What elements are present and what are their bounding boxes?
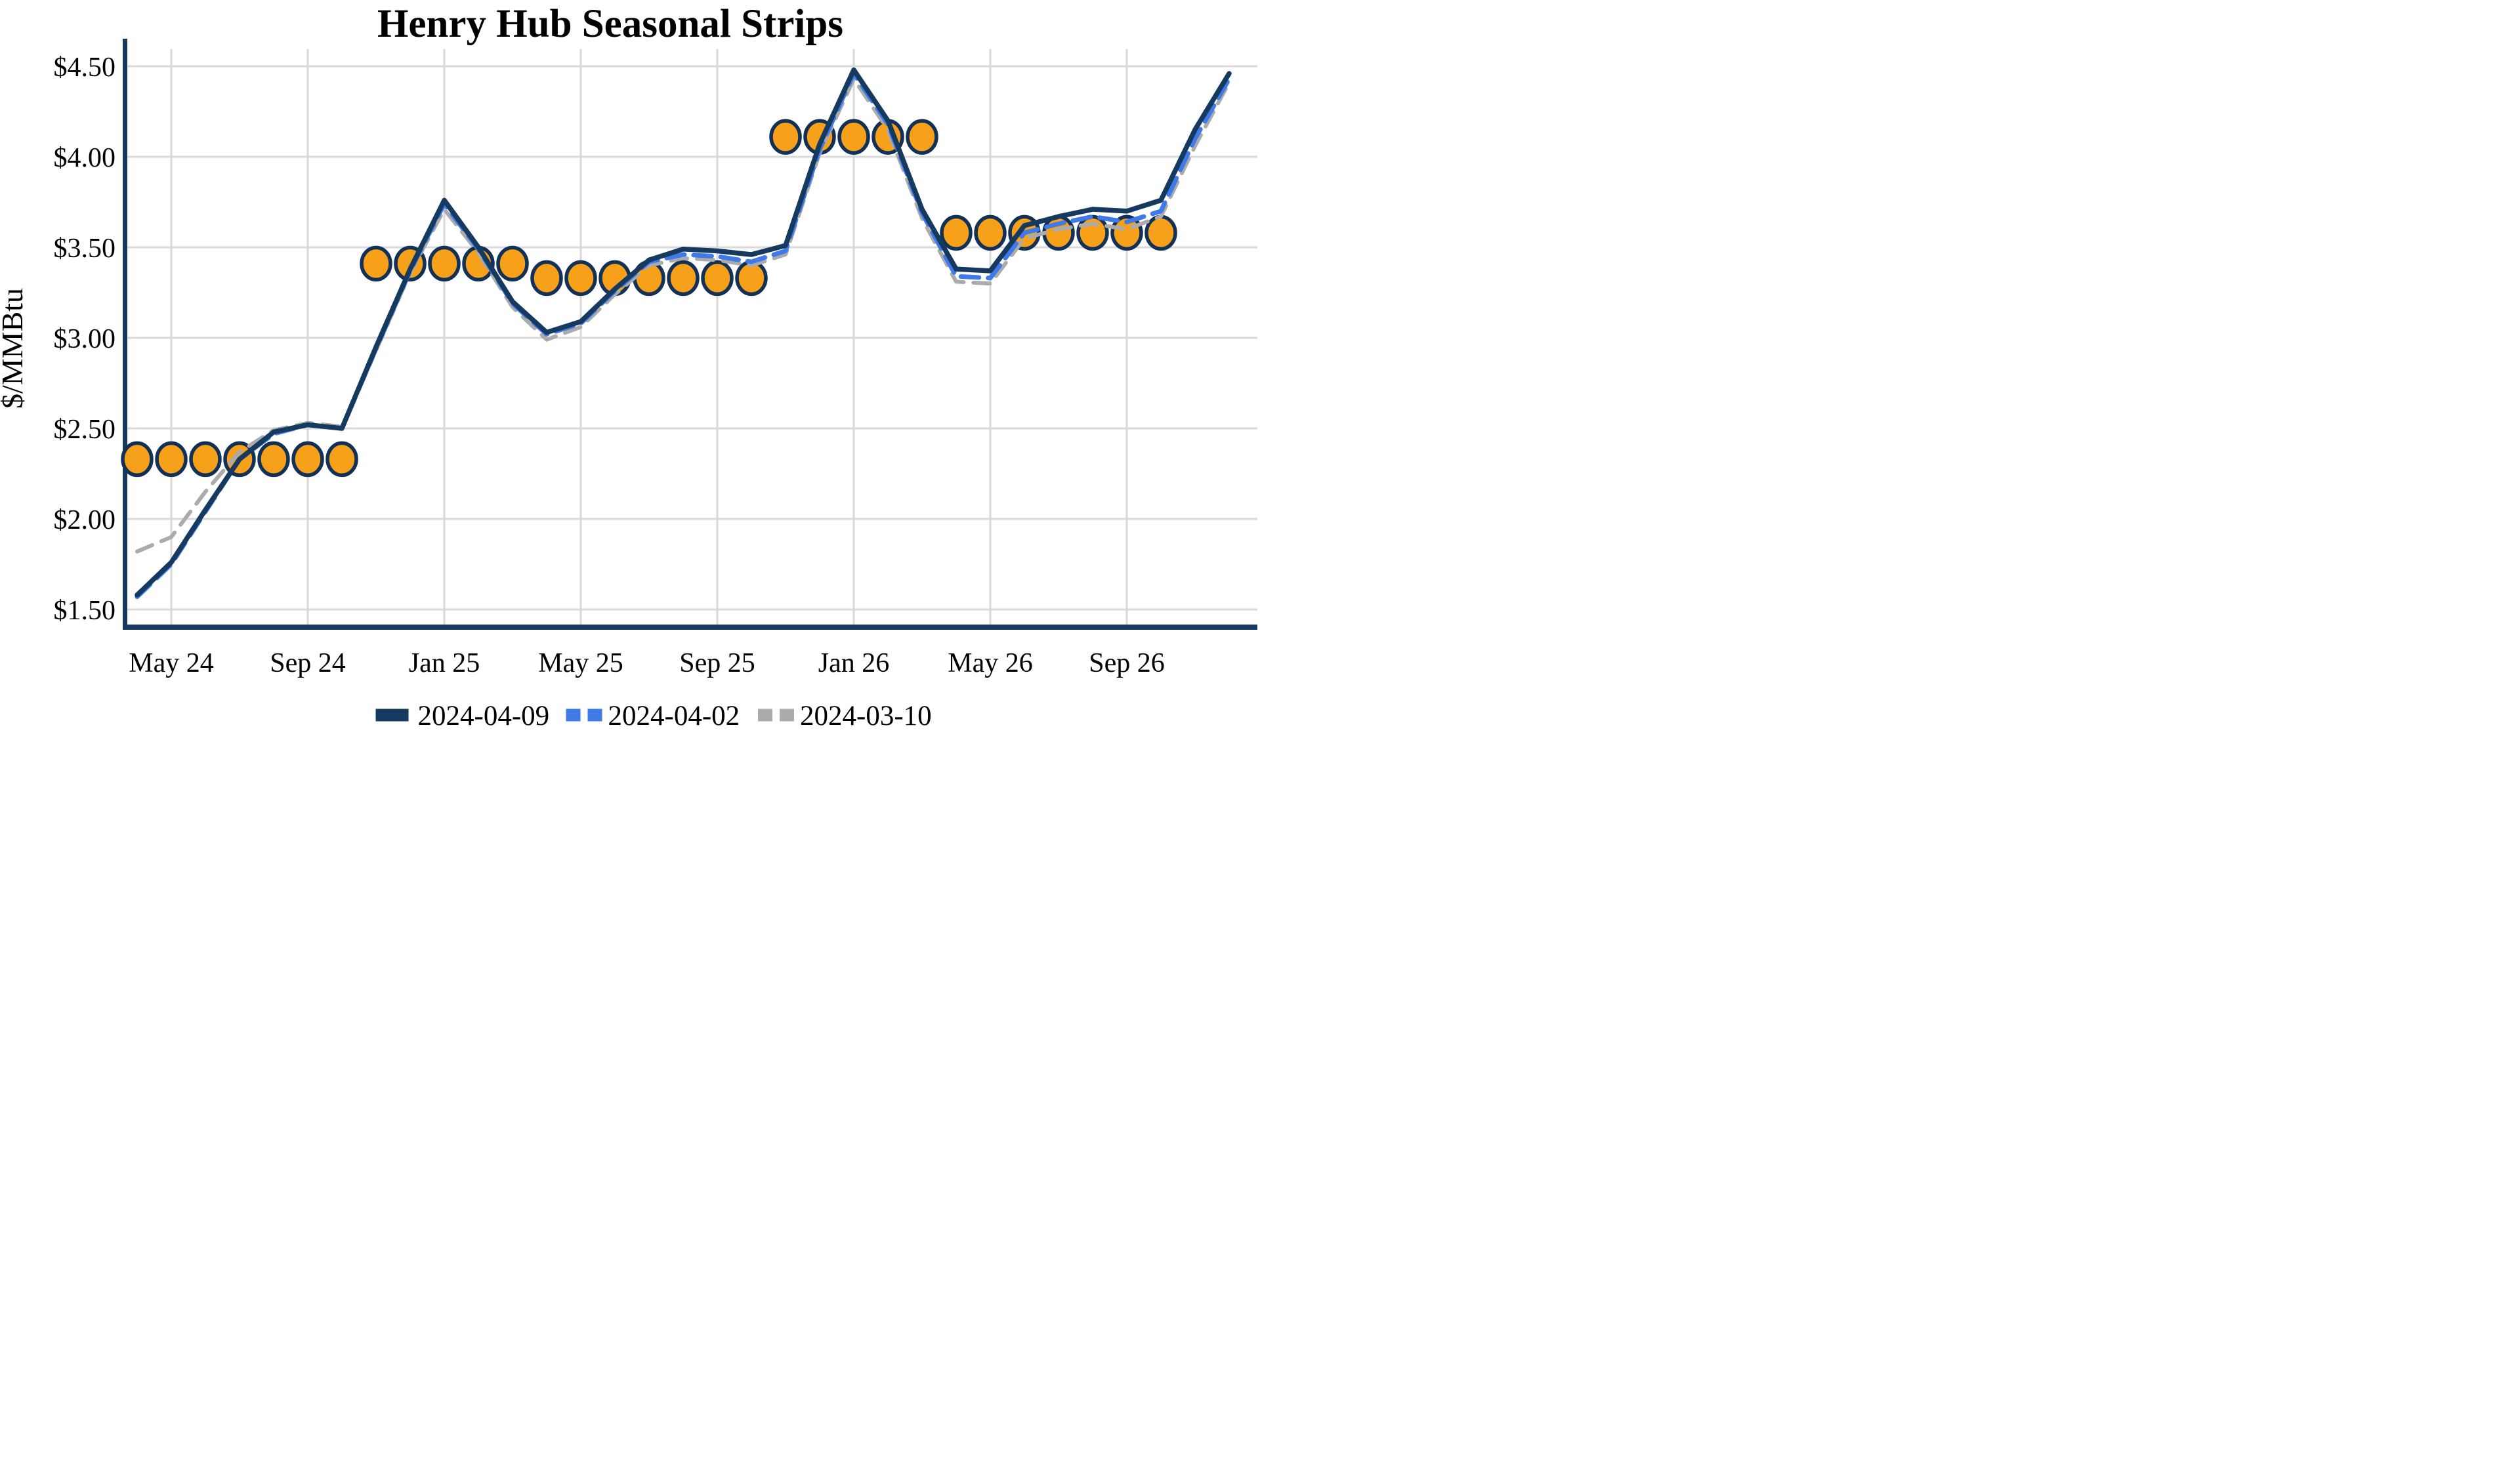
y-tick-label: $1.50 [54,596,116,626]
horizontal-gridlines [125,65,1257,611]
strip-marker [189,441,222,478]
y-tick-label: $4.50 [54,52,116,83]
x-tick-label: May 26 [948,648,1033,678]
strip-marker [564,260,597,297]
seasonal-strip-markers [121,119,1177,478]
strip-marker [121,441,154,478]
chart-title: Henry Hub Seasonal Strips [377,2,843,46]
axes [123,39,1257,630]
legend-item: 2024-04-02 [566,701,740,731]
x-tick-label: Sep 24 [270,648,346,678]
series-line-2024-04-09 [135,67,1232,598]
legend-swatch-dash [587,709,602,722]
x-tick-label: Jan 26 [818,648,890,678]
x-tick-label: May 24 [129,648,214,678]
series-line-2024-03-10 [135,77,1231,554]
strip-marker [155,441,188,478]
y-tick-label: $2.50 [54,415,116,445]
legend-item: 2024-03-10 [758,701,932,731]
y-tick-label: $3.50 [54,234,116,264]
x-tick-label: Sep 26 [1089,648,1165,678]
strip-marker [496,245,529,282]
y-axis-label: $/MMBtu [0,288,29,409]
strip-marker [906,119,938,155]
strip-marker [701,260,734,297]
strip-marker [360,245,392,282]
strip-marker [291,441,324,478]
legend-swatch-dash [780,709,794,722]
legend-swatch-solid [375,709,409,722]
strip-marker [1144,215,1177,251]
legend-label: 2024-04-02 [608,701,740,731]
vertical-gridlines [170,49,1128,627]
y-tick-label: $3.00 [54,324,116,354]
legend: 2024-04-09 2024-04-02 2024-03-10 [375,701,932,731]
legend-label: 2024-03-10 [800,701,932,731]
legend-swatch-dash [758,709,772,722]
strip-marker [940,215,973,251]
strip-marker [769,119,802,155]
strip-marker [837,119,870,155]
strip-marker [428,245,461,282]
series-lines [135,67,1232,600]
strip-marker [974,215,1007,251]
y-tick-label: $2.00 [54,505,116,535]
x-tick-label: May 25 [538,648,623,678]
strip-marker [530,260,563,297]
strip-marker [667,260,700,297]
chart-canvas: $1.50 $2.00 $2.50 $3.00 $3.50 $4.00 $4.50 May … [0,2,1257,731]
legend-item: 2024-04-09 [375,701,550,731]
strip-marker [326,441,358,478]
strip-marker [257,441,290,478]
legend-swatch-dash [566,709,581,722]
x-tick-label: Jan 25 [409,648,480,678]
strip-marker [1076,215,1109,251]
henry-hub-seasonal-strips-chart: $1.50 $2.00 $2.50 $3.00 $3.50 $4.00 $4.50 May … [0,0,1260,740]
x-axis-tick-labels: May 24 Sep 24 Jan 25 May 25 Sep 25 Jan 26 May … [129,648,1165,678]
x-tick-label: Sep 25 [679,648,755,678]
y-axis-tick-labels: $1.50 $2.00 $2.50 $3.00 $3.50 $4.00 $4.50 [54,52,116,626]
y-tick-label: $4.00 [54,143,116,173]
legend-label: 2024-04-09 [418,701,550,731]
